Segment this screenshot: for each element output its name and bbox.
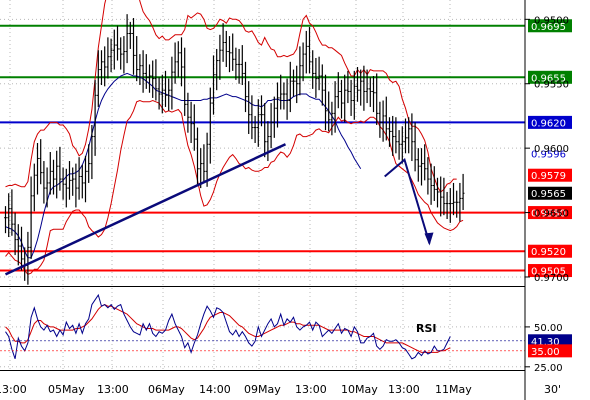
level-label-box: [528, 186, 572, 200]
level-label-text: 0.9579: [531, 171, 566, 182]
level-labels: 0.9695 0.9655 0.9620 0.9596 0.9579 0.9565 0.95…: [528, 19, 572, 358]
y-tick-label: 0.9650: [534, 209, 569, 220]
rsi-level-text: 35.00: [531, 347, 560, 358]
forecast-path: [384, 157, 431, 244]
x-tick-label: 13:00: [388, 383, 420, 396]
level-label-text: 0.9565: [531, 189, 566, 200]
x-tick-label: 05May: [48, 383, 85, 396]
x-tick-label: 09May: [244, 383, 281, 396]
level-label-box: [528, 70, 572, 84]
level-label-box: [528, 146, 572, 160]
level-label-box: [528, 115, 572, 129]
level-label-box: [528, 264, 572, 278]
rsi-line: [5, 293, 451, 360]
y-tick-label: 0.9500: [534, 15, 569, 26]
level-label-box: [528, 206, 572, 220]
rsi-level-text: 41.30: [531, 337, 560, 348]
x-tick-label: 06May: [148, 383, 185, 396]
level-label-text: 0.9520: [531, 247, 566, 258]
interval-label: 30': [544, 383, 561, 396]
level-label-box: [528, 168, 572, 182]
grid: [0, 0, 525, 370]
tick-labels: 13:00 05May 13:00 06May 14:00 09May 13:00 10May…: [0, 15, 569, 396]
level-label-text: 0.9620: [531, 118, 566, 129]
level-label-text: 0.9596: [531, 149, 566, 160]
rsi-tick-label: 50.00: [534, 323, 563, 334]
rsi-panel: [0, 293, 525, 360]
level-label-text: 0.9505: [531, 267, 566, 278]
level-label-text: 0.9695: [531, 22, 566, 33]
rsi-tick-label: 25.00: [534, 363, 563, 374]
y-tick-label: 0.9550: [534, 80, 569, 91]
rsi-signal-line: [5, 304, 451, 353]
bollinger-upper-line: [5, 0, 457, 193]
x-tick-label: 13:00: [97, 383, 129, 396]
level-label-box: [528, 244, 572, 258]
y-tick-label: 0.9700: [534, 273, 569, 284]
trendline: [4, 143, 287, 276]
x-tick-label: 10May: [341, 383, 378, 396]
x-tick-label: 13:00: [295, 383, 327, 396]
level-label-text: 0.9655: [531, 73, 566, 84]
y-tick-label: 0.9600: [534, 144, 569, 155]
x-tick-label: 14:00: [199, 383, 231, 396]
moving-average-line: [5, 72, 362, 259]
rsi-level-box: [528, 334, 572, 348]
level-label-box: [528, 19, 572, 33]
x-tick-label: 13:00: [0, 383, 27, 396]
x-tick-label: 11May: [435, 383, 472, 396]
rsi-level-box: [528, 344, 572, 358]
axes: [0, 0, 526, 400]
price-panel: [0, 0, 525, 285]
forecast-arrowhead: [424, 232, 434, 246]
level-label-text: 0.9550: [531, 209, 566, 220]
rsi-title: RSI: [416, 322, 437, 335]
